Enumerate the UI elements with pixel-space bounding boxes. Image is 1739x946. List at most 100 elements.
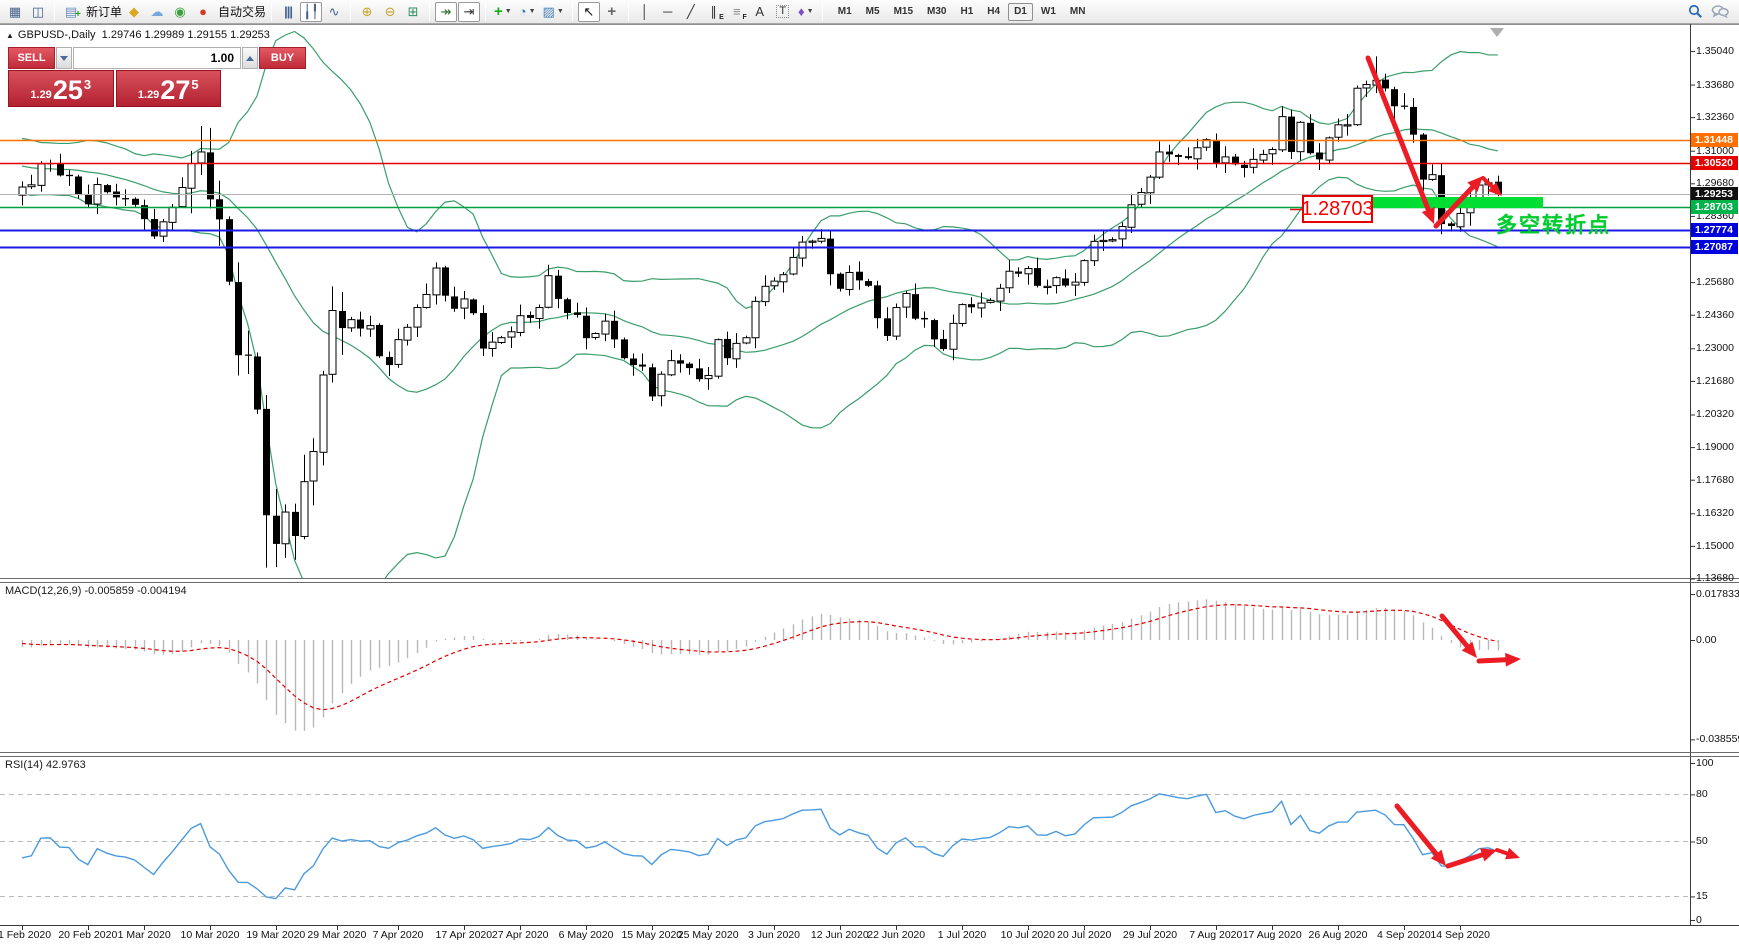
sell-price-panel[interactable]: 1.29 25 3 — [8, 70, 114, 107]
zoom-in-icon: ⊕ — [361, 4, 373, 19]
ohlc-close: 1.29253 — [230, 29, 270, 41]
arrows-object-icon: ♦ — [797, 4, 805, 19]
timeframe-button-m30[interactable]: M30 — [927, 6, 947, 17]
date-label: 3 Jun 2020 — [748, 929, 800, 941]
new-order-button[interactable]: ▤ + — [60, 2, 82, 22]
toolbar-separator — [271, 2, 273, 21]
date-label: 17 Aug 2020 — [1242, 929, 1302, 941]
buy-price-big: 27 — [160, 75, 191, 106]
price-tick-label: 1.21680 — [1696, 374, 1734, 387]
timeframe-button-mn[interactable]: MN — [1069, 6, 1086, 17]
text-button[interactable]: A — [749, 2, 771, 22]
date-label: 20 Jul 2020 — [1057, 929, 1112, 941]
price-level-label[interactable]: 1.28703 — [1301, 195, 1374, 223]
fibonacci-icon: ≡ — [732, 4, 741, 19]
rsi-value: 42.9763 — [45, 759, 86, 771]
date-label: 10 Mar 2020 — [180, 929, 240, 941]
text-label-button[interactable]: T — [772, 2, 794, 22]
sell-price-big: 25 — [52, 75, 83, 106]
collapse-widget-icon[interactable]: ▲ — [6, 31, 14, 40]
equidistant-channel-button[interactable]: ∥ E — [703, 2, 725, 22]
chart-shift-marker[interactable] — [1490, 28, 1504, 37]
window-icon: ▦ — [8, 4, 22, 19]
price-tick-label: 1.29680 — [1696, 177, 1734, 190]
date-label: 11 Feb 2020 — [0, 929, 52, 941]
toolbar-separator — [821, 2, 823, 21]
date-label: 22 Jun 2020 — [867, 929, 926, 941]
chart-shift-button[interactable]: ⇥ — [458, 1, 481, 22]
fibonacci-button[interactable]: ≡ F — [726, 2, 748, 22]
timeframe-toolbar: M1 M5 M15 M30 H1 H4 D1 W1 MN — [832, 2, 1092, 21]
chat-icon[interactable] — [1711, 4, 1729, 19]
timeframe-button-h4[interactable]: H4 — [987, 6, 1001, 17]
auto-scroll-button[interactable]: ↠ — [435, 1, 458, 22]
periods-button[interactable]: ◔ ▼ — [516, 2, 539, 22]
profiles-icon: ◫ — [31, 4, 45, 19]
rsi-tick-label: 15 — [1696, 890, 1708, 903]
volume-decrease-button[interactable] — [56, 47, 72, 69]
timeframe-button-h1[interactable]: H1 — [960, 6, 974, 17]
new-order-icon-plus: + — [75, 8, 81, 20]
cursor-button[interactable]: ↖ — [577, 1, 600, 22]
toolbar-separator — [429, 2, 431, 21]
indicators-button[interactable]: + ▼ — [491, 2, 515, 22]
dropdown-caret-icon: ▼ — [504, 8, 512, 15]
vertical-line-button[interactable]: │ — [634, 2, 656, 22]
price-tick-label: 1.32360 — [1696, 111, 1734, 124]
date-label: 6 May 2020 — [558, 929, 614, 941]
price-axis[interactable]: 1.35040 1.33680 1.32360 1.31000 1.29680 1.283… — [1691, 24, 1739, 926]
candlestick-chart-button[interactable]: ╽╿ — [300, 1, 323, 22]
new-order-label[interactable]: 新订单 — [86, 5, 123, 19]
timeframe-button-m1[interactable]: M1 — [837, 6, 852, 17]
symbol-header: ▲ GBPUSD-,Daily 1.29746 1.29989 1.29155 1… — [6, 29, 270, 41]
sell-price-small: 1.29 — [30, 89, 52, 101]
horizontal-line-button[interactable]: ─ — [657, 2, 679, 22]
profiles-button[interactable]: ◫ — [27, 2, 49, 22]
zoom-in-button[interactable]: ⊕ — [356, 2, 378, 22]
price-badge: 1.27774 — [1691, 223, 1738, 238]
autotrading-button[interactable]: ● — [192, 2, 214, 22]
arrows-object-button[interactable]: ♦ ▼ — [795, 2, 817, 22]
toolbar-buttons: ▦ ◫ ▤ + 新订单 ◆ ☁ ◉ ● 自动交易 ||| ╽╿ ∿ ⊕ ⊖ ⊞ ↠ ⇥ + ▼ ◔ ▼ ▨ ▼ ↖ + │ ─ ╱ ∥ E ≡… — [4, 1, 827, 22]
buy-price-small: 1.29 — [137, 89, 160, 101]
date-label: 19 Mar 2020 — [246, 929, 306, 941]
timeframe-button-m5[interactable]: M5 — [865, 6, 880, 17]
buy-button[interactable]: BUY — [259, 47, 306, 69]
bar-chart-button[interactable]: ||| — [277, 2, 299, 22]
indicators-icon: + — [494, 3, 503, 20]
toolbar-separator — [54, 2, 55, 21]
buy-price-panel[interactable]: 1.29 27 5 — [115, 70, 221, 107]
price-badge: 1.28703 — [1691, 200, 1738, 215]
horizontal-line-icon: ─ — [663, 4, 673, 19]
toolbar-separator — [485, 2, 487, 21]
rsi-tick-label: 100 — [1696, 756, 1714, 769]
market-cloud-button[interactable]: ☁ — [146, 2, 168, 22]
signals-button[interactable]: ◉ — [169, 2, 191, 22]
line-chart-button[interactable]: ∿ — [323, 2, 345, 22]
price-badge: 1.27087 — [1691, 240, 1738, 255]
date-label: 20 Feb 2020 — [58, 929, 118, 941]
autotrading-label[interactable]: 自动交易 — [218, 5, 267, 19]
timeframe-button-d1[interactable]: D1 — [1008, 2, 1033, 21]
timeframe-button-w1[interactable]: W1 — [1040, 6, 1056, 17]
turning-point-note[interactable]: 多空转折点 — [1496, 214, 1611, 237]
search-icon[interactable] — [1688, 4, 1703, 19]
macd-tick-label: 0.00 — [1696, 634, 1717, 646]
zoom-out-button[interactable]: ⊖ — [379, 2, 401, 22]
timeframe-button-m15[interactable]: M15 — [893, 6, 914, 17]
trendline-button[interactable]: ╱ — [680, 2, 702, 22]
sell-price-sup: 3 — [83, 77, 92, 92]
volume-input[interactable] — [73, 47, 241, 69]
text-label-icon: T — [776, 5, 790, 18]
volume-increase-button[interactable] — [242, 47, 258, 69]
date-label: 17 Apr 2020 — [435, 929, 493, 941]
metaeditor-button[interactable]: ◆ — [123, 2, 145, 22]
window-button[interactable]: ▦ — [4, 2, 26, 22]
crosshair-button[interactable]: + — [601, 2, 623, 22]
price-tick-label: 1.20320 — [1696, 408, 1734, 421]
sell-button[interactable]: SELL — [8, 47, 55, 69]
tile-windows-button[interactable]: ⊞ — [402, 2, 424, 22]
templates-button[interactable]: ▨ ▼ — [540, 2, 567, 22]
